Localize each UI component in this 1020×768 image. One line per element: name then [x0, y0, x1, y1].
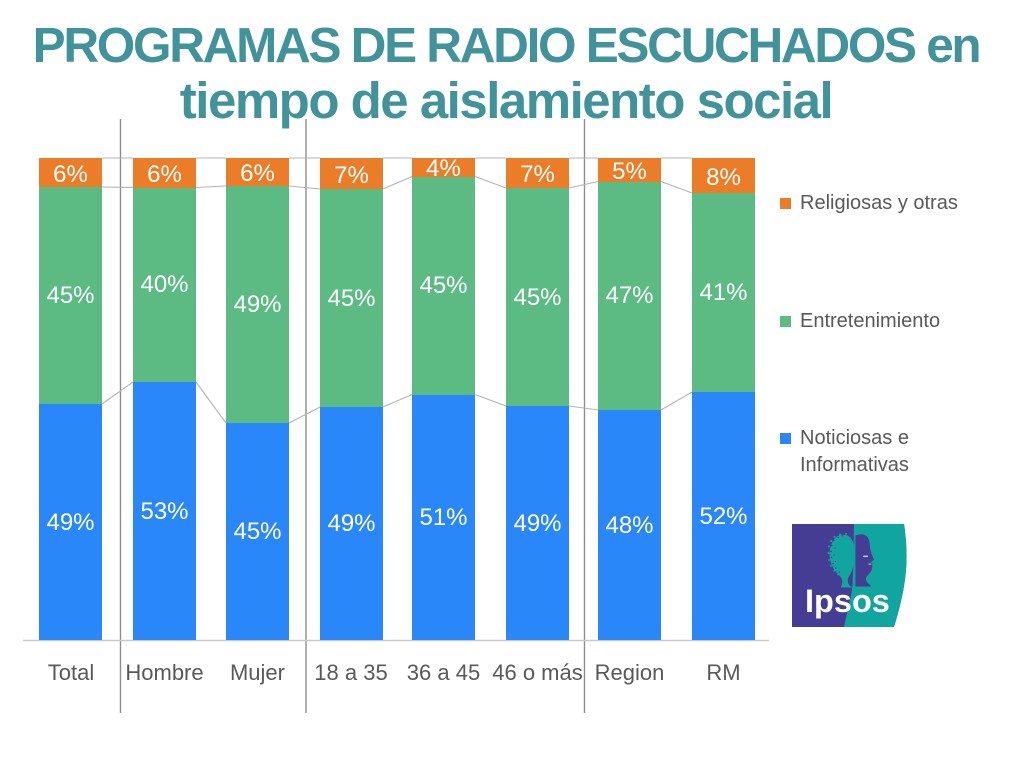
- svg-text:Ipsos: Ipsos: [805, 583, 890, 619]
